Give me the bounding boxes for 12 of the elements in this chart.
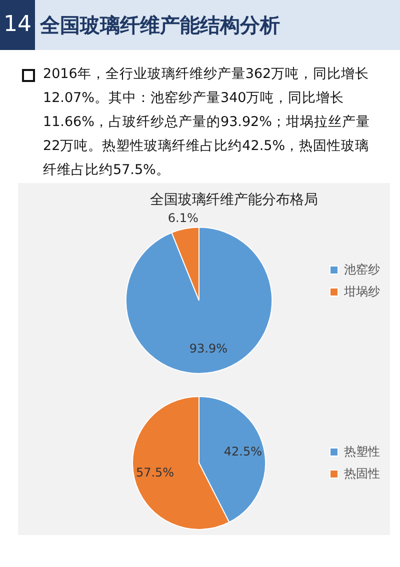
data-label: 93.9% — [189, 341, 228, 356]
text: 全国玻璃纤维产能结构分析 — [40, 12, 280, 39]
data-label: 57.5% — [136, 466, 174, 480]
legend-label: 热固性 — [344, 466, 380, 480]
text: 14 — [0, 0, 35, 50]
legend-label: 坩埚纱 — [343, 284, 380, 298]
legend-label: 热塑性 — [344, 444, 380, 458]
chart-title: 全国玻璃纤维产能分布格局 — [150, 192, 318, 208]
data-label: 6.1% — [168, 210, 198, 225]
text: 2016年，全行业玻璃纤维纱产量362万吨，同比增长12.07%。其中：池窑纱产量340万吨，同比增长11.66%，占玻纤纱总产量的93.92%；坩埚拉丝产量22万吨。热塑性玻璃纤维占比约42.5%，热固性玻璃纤维占比约57.5%。 — [43, 65, 371, 180]
data-label: 42.5% — [224, 444, 262, 459]
legend-label: 池窑纱 — [344, 262, 380, 276]
